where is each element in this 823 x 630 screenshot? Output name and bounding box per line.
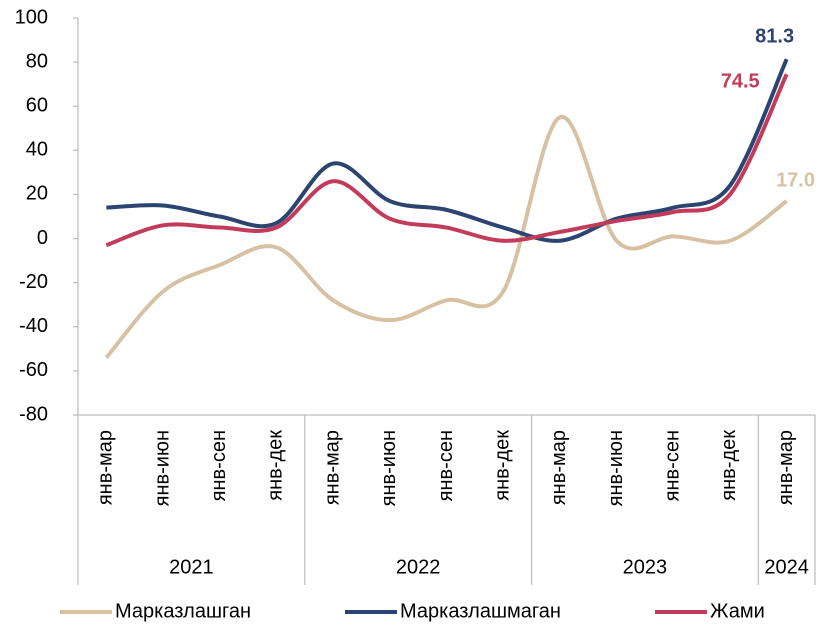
x-tick-label: янв-сен [662, 430, 684, 501]
series-line [104, 115, 788, 359]
y-tick-label: -20 [19, 271, 48, 293]
x-tick-label: янв-сен [208, 430, 230, 501]
x-tick-label: янв-дек [491, 430, 513, 501]
x-group-label: 2021 [169, 556, 214, 578]
y-tick-label: 80 [26, 50, 48, 72]
y-tick-label: 20 [26, 183, 48, 205]
x-tick-label: янв-мар [95, 430, 117, 505]
y-tick-label: -60 [19, 359, 48, 381]
x-tick-label: янв-июн [378, 430, 400, 506]
legend-label: Марказлашмаган [400, 600, 561, 622]
y-tick-label: 40 [26, 139, 48, 161]
x-group-label: 2024 [764, 556, 809, 578]
data-label: 17.0 [776, 169, 815, 191]
x-tick-label: янв-мар [775, 430, 797, 505]
series-line [105, 73, 789, 248]
data-label: 74.5 [721, 71, 760, 93]
x-group-label: 2023 [623, 556, 668, 578]
x-tick-label: янв-дек [718, 430, 740, 501]
x-tick-label: янв-дек [265, 430, 287, 501]
data-label: 81.3 [755, 26, 794, 48]
y-tick-label: 100 [15, 6, 48, 28]
y-tick-label: -40 [19, 315, 48, 337]
x-tick-label: янв-сен [435, 430, 457, 501]
x-tick-label: янв-июн [151, 430, 173, 506]
legend-label: Жами [710, 600, 765, 622]
x-group-label: 2022 [396, 556, 441, 578]
legend-label: Марказлашган [115, 600, 251, 622]
x-tick-label: янв-мар [548, 430, 570, 505]
x-tick-label: янв-мар [321, 430, 343, 505]
y-tick-label: 60 [26, 95, 48, 117]
series-line [106, 58, 789, 243]
x-tick-label: янв-июн [605, 430, 627, 506]
y-tick-label: -80 [19, 403, 48, 425]
y-tick-label: 0 [37, 227, 48, 249]
